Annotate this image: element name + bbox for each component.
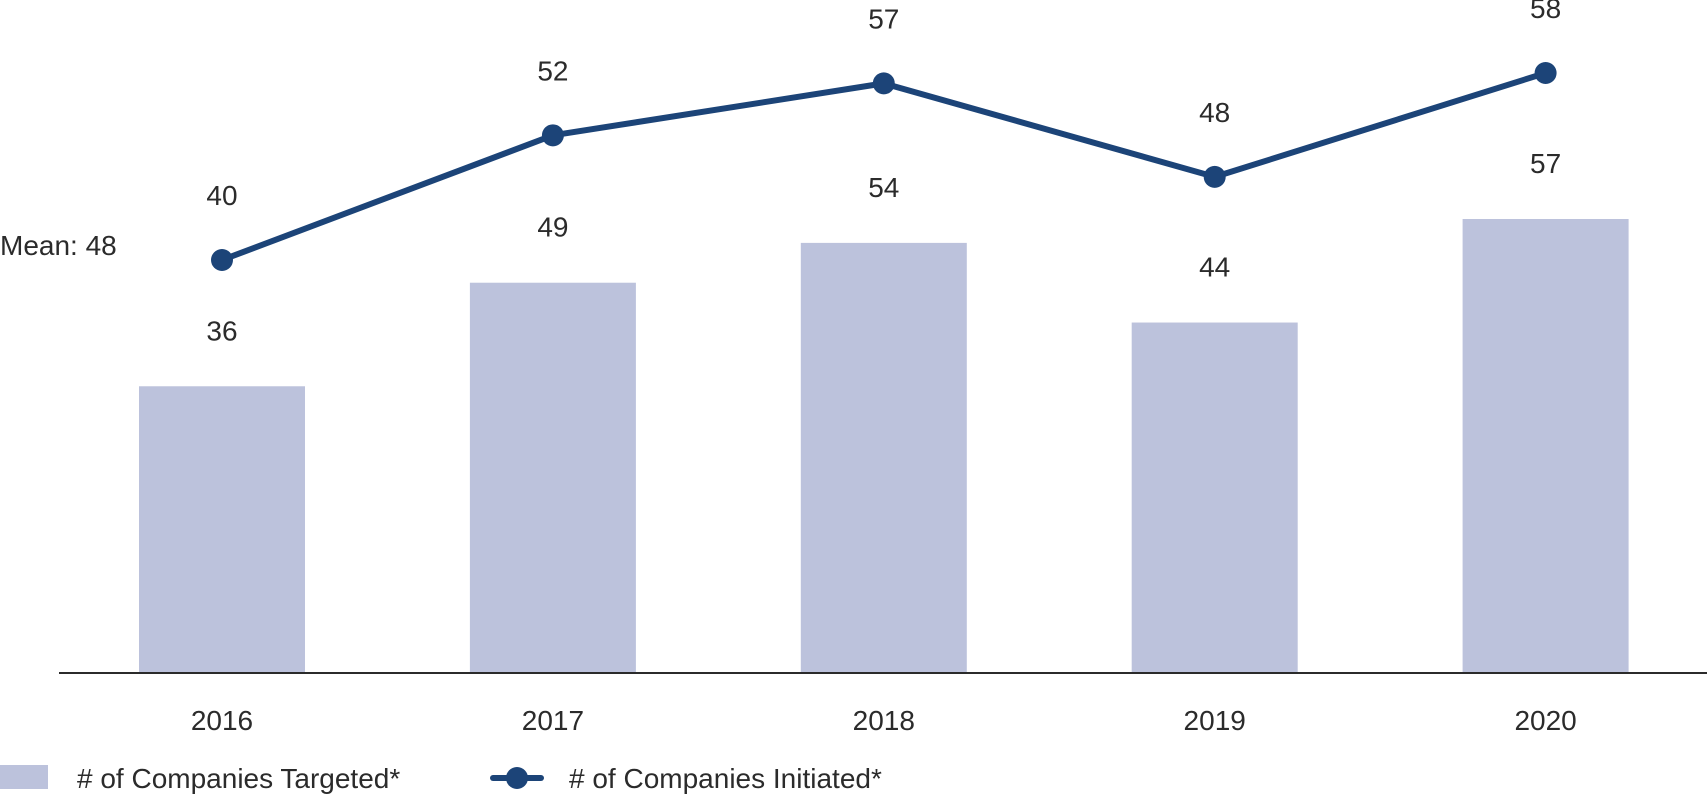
line-point-2019 [1203, 165, 1226, 188]
line-value-label-2020: 58 [1530, 0, 1561, 24]
line-point-2020 [1534, 62, 1557, 84]
x-tick-label-2020: 2020 [1514, 705, 1576, 736]
mean-annotation: Mean: 48 [0, 230, 117, 261]
legend-swatch-targeted [0, 765, 48, 789]
bars-layer [139, 219, 1629, 673]
line-value-label-2016: 40 [206, 180, 237, 211]
legend-label-initiated: # of Companies Initiated* [569, 763, 882, 794]
x-tick-label-2016: 2016 [191, 705, 253, 736]
bar-2018 [800, 242, 967, 673]
line-value-label-2019: 48 [1199, 97, 1230, 128]
line-companies-initiated [219, 70, 1549, 263]
bar-value-label-2020: 57 [1530, 148, 1561, 179]
legend-layer: # of Companies Targeted* # of Companies I… [0, 763, 882, 794]
bar-2020 [1462, 219, 1629, 673]
line-point-2018 [872, 72, 895, 95]
bar-2016 [139, 386, 305, 673]
bar-value-label-2019: 44 [1199, 252, 1230, 283]
labels-layer: 2016 2017 2018 2019 2020 36 49 54 44 57 40 52 57 48 58… [0, 0, 1577, 736]
line-point-2017 [541, 124, 564, 147]
line-layer [211, 62, 1557, 271]
line-point-2016 [211, 249, 233, 271]
legend-marker-initiated [506, 767, 528, 789]
bar-value-label-2017: 49 [537, 212, 568, 243]
bar-2017 [469, 282, 636, 673]
x-tick-label-2018: 2018 [853, 705, 915, 736]
bar-value-label-2016: 36 [206, 315, 237, 346]
legend-label-targeted: # of Companies Targeted* [77, 763, 400, 794]
bar-2019 [1131, 322, 1298, 673]
bar-value-label-2018: 54 [868, 172, 899, 203]
line-value-label-2017: 52 [537, 55, 568, 86]
x-tick-label-2017: 2017 [522, 705, 584, 736]
line-value-label-2018: 57 [868, 3, 899, 34]
x-tick-label-2019: 2019 [1184, 705, 1246, 736]
